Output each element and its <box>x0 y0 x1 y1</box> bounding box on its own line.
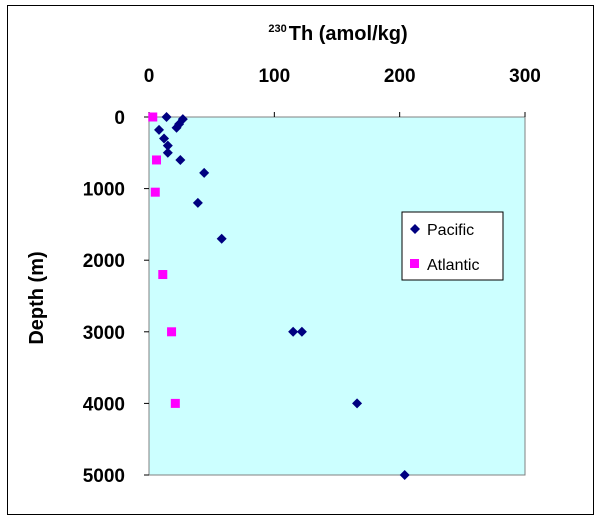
data-point-atlantic <box>150 187 160 197</box>
chart-title-superscript: 230 <box>268 23 286 35</box>
data-point-atlantic <box>152 155 162 165</box>
data-point-pacific <box>161 112 172 122</box>
chart-title: 230 Th (amol/kg) <box>268 23 407 45</box>
legend-label-atlantic: Atlantic <box>427 257 479 274</box>
data-point-pacific <box>162 140 173 151</box>
data-point-atlantic <box>158 270 168 280</box>
y-tick-label: 3000 <box>83 323 125 344</box>
legend: Pacific Atlantic <box>401 211 504 281</box>
data-point-pacific <box>159 133 170 144</box>
x-tick-label: 100 <box>258 66 290 87</box>
x-tick-label: 300 <box>509 66 541 87</box>
y-tick-label: 1000 <box>83 180 125 201</box>
data-point-pacific <box>192 197 203 208</box>
x-axis-ticks: 0 100 200 300 <box>144 66 541 117</box>
data-point-pacific <box>399 470 410 480</box>
data-point-atlantic <box>167 327 177 337</box>
y-tick-label: 5000 <box>83 466 125 487</box>
data-point-pacific <box>216 233 227 244</box>
x-tick-label: 200 <box>384 66 416 87</box>
data-point-pacific <box>171 122 182 133</box>
y-tick-label: 0 <box>114 108 125 129</box>
data-point-atlantic <box>170 398 180 408</box>
data-point-atlantic <box>148 112 158 122</box>
data-point-pacific <box>162 147 173 158</box>
y-tick-label: 4000 <box>83 394 125 415</box>
data-point-pacific <box>199 167 210 178</box>
legend-marker-pacific <box>410 224 420 234</box>
legend-marker-atlantic <box>410 259 419 268</box>
y-axis-ticks: 0 1000 2000 3000 4000 5000 <box>83 108 149 487</box>
legend-box <box>401 211 504 281</box>
data-point-pacific <box>154 124 165 135</box>
plot-area <box>148 116 526 476</box>
chart-title-main: Th (amol/kg) <box>289 23 408 45</box>
data-point-pacific <box>175 154 186 165</box>
y-tick-label: 2000 <box>83 251 125 272</box>
data-point-pacific <box>288 326 299 337</box>
data-points <box>148 112 410 480</box>
legend-label-pacific: Pacific <box>427 222 474 239</box>
y-axis-label: Depth (m) <box>26 251 48 344</box>
x-tick-label: 0 <box>144 66 155 87</box>
data-point-pacific <box>352 398 363 409</box>
data-point-pacific <box>296 326 307 337</box>
